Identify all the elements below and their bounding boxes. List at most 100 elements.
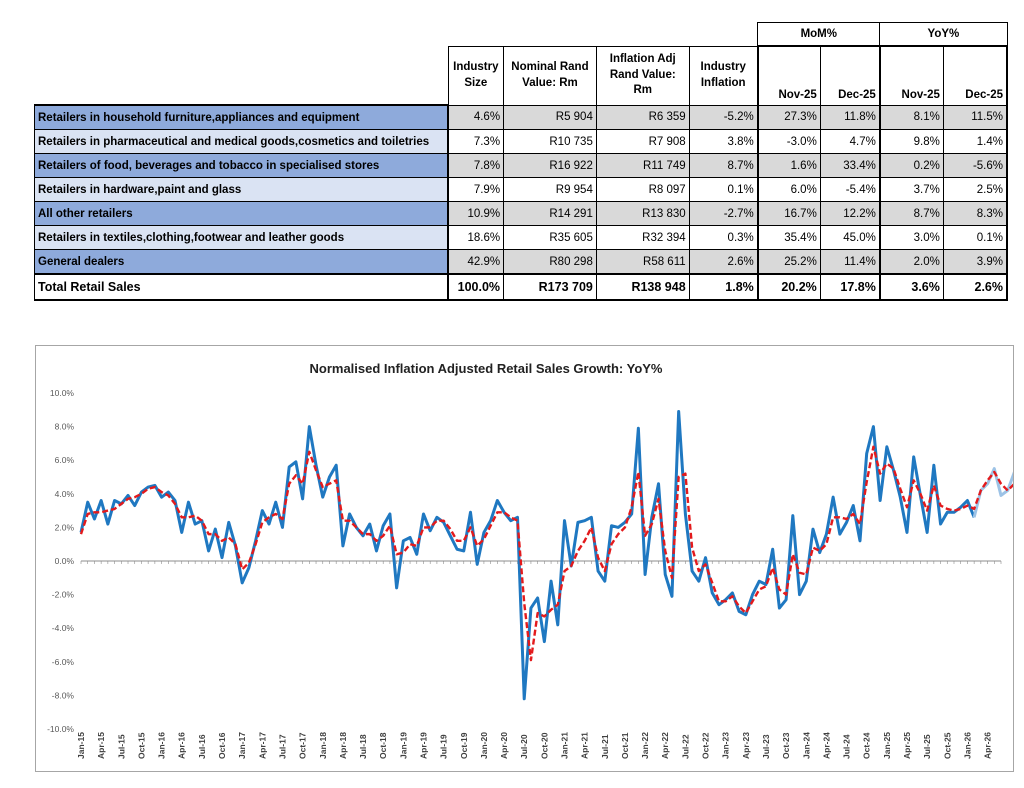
x-axis: Jan-15 Apr-15 Jul-15 Oct-15 Jan-16 Apr-16 Jul-… [76, 560, 1002, 759]
series-layer [79, 409, 1013, 701]
x-tick-label: Apr-18 [338, 732, 348, 759]
cell: 11.5% [942, 104, 1008, 130]
cell: R35 605 [503, 225, 597, 250]
y-tick-label: 8.0% [55, 422, 75, 432]
cell: 20.2% [756, 273, 821, 301]
x-tick-label: Jul-23 [761, 734, 771, 759]
row-name: General dealers [34, 249, 450, 275]
cell: 9.8% [878, 129, 944, 154]
x-tick-label: Apr-16 [177, 732, 187, 759]
cell: R173 709 [503, 273, 597, 301]
cell: R80 298 [503, 249, 597, 275]
cell: R9 954 [503, 177, 597, 202]
cell: 8.7% [878, 201, 944, 226]
x-tick-label: Oct-15 [136, 732, 146, 759]
cell: 35.4% [756, 225, 821, 250]
total-row: Total Retail Sales 100.0% R173 709 R138 … [34, 273, 1008, 301]
x-tick-label: Jul-22 [680, 734, 690, 759]
x-tick-label: Oct-19 [459, 732, 469, 759]
header-industry-inflation: Industry Inflation [688, 45, 759, 106]
cell: 11.4% [819, 249, 881, 275]
x-tick-label: Apr-19 [418, 732, 428, 759]
cell: 4.6% [447, 104, 505, 130]
y-axis: 10.0% 8.0% 6.0% 4.0% 2.0% 0.0% -2.0% -4.0% -6.0%… [47, 388, 74, 734]
cell: 1.6% [756, 153, 821, 178]
x-tick-label: Oct-24 [862, 732, 872, 759]
x-tick-label: Jul-15 [116, 734, 126, 759]
x-tick-label: Jan-25 [882, 732, 892, 759]
x-tick-label: Apr-20 [499, 732, 509, 759]
row-name: Retailers of food, beverages and tobacco… [34, 153, 450, 178]
table-row: Retailers in pharmaceutical and medical … [34, 129, 1008, 154]
cell: 12.2% [819, 201, 881, 226]
x-tick-label: Oct-18 [378, 732, 388, 759]
cell: 3.8% [688, 129, 759, 154]
cell: R10 735 [503, 129, 597, 154]
x-tick-label: Jul-16 [197, 734, 207, 759]
cell: 8.7% [688, 153, 759, 178]
x-tick-label: Apr-17 [257, 732, 267, 759]
x-tick-label: Jul-19 [439, 734, 449, 759]
cell: R5 904 [503, 104, 597, 130]
retail-sales-table: MoM% YoY% Industry Size Nominal Rand Val… [34, 22, 1008, 301]
cell: 8.3% [942, 201, 1008, 226]
y-tick-label: 6.0% [55, 455, 75, 465]
y-tick-label: 2.0% [55, 522, 75, 532]
y-tick-label: 10.0% [50, 388, 75, 398]
cell: -2.7% [688, 201, 759, 226]
header-mom-dec: Dec-25 [819, 46, 881, 105]
x-tick-label: Jan-16 [157, 732, 167, 759]
table-row: Retailers in textiles,clothing,footwear … [34, 225, 1008, 250]
x-tick-label: Jul-24 [842, 734, 852, 759]
cell: 100.0% [447, 273, 505, 301]
x-tick-label: Jul-18 [358, 734, 368, 759]
header-yoy-nov: Nov-25 [878, 46, 944, 105]
cell: -5.2% [688, 104, 759, 130]
cell: 1.4% [942, 129, 1008, 154]
cell: R58 611 [595, 249, 690, 275]
row-name: Retailers in hardware,paint and glass [34, 177, 450, 202]
cell: -5.6% [942, 153, 1008, 178]
y-tick-label: 0.0% [55, 556, 75, 566]
row-name: Retailers in pharmaceutical and medical … [34, 129, 450, 154]
cell: 3.9% [942, 249, 1008, 275]
x-tick-label: Jan-18 [318, 732, 328, 759]
y-tick-label: -6.0% [52, 657, 75, 667]
cell: 0.1% [688, 177, 759, 202]
cell: 4.7% [819, 129, 881, 154]
cell: R14 291 [503, 201, 597, 226]
cell: 18.6% [447, 225, 505, 250]
yoy-growth-chart: Normalised Inflation Adjusted Retail Sal… [47, 361, 1013, 759]
cell: 45.0% [819, 225, 881, 250]
table-row: General dealers 42.9% R80 298 R58 611 2.6% 25… [34, 249, 1008, 275]
cell: 25.2% [756, 249, 821, 275]
cell: 33.4% [819, 153, 881, 178]
cell: 42.9% [447, 249, 505, 275]
cell: 10.9% [447, 201, 505, 226]
x-tick-label: Oct-23 [781, 732, 791, 759]
cell: 17.8% [819, 273, 881, 301]
x-tick-label: Apr-22 [660, 732, 670, 759]
cell: 7.3% [447, 129, 505, 154]
actual-series-line [79, 409, 976, 701]
cell: 1.8% [688, 273, 759, 301]
x-tick-label: Jan-22 [640, 732, 650, 759]
x-tick-label: Apr-23 [741, 732, 751, 759]
cell: 8.1% [878, 104, 944, 130]
cell: R13 830 [595, 201, 690, 226]
cell: 6.0% [756, 177, 821, 202]
x-tick-label: Oct-22 [701, 732, 711, 759]
header-nominal-value: Nominal Rand Value: Rm [503, 45, 597, 106]
yoy-group-header: YoY% [879, 22, 1008, 47]
cell: R138 948 [595, 273, 690, 301]
table-row: Retailers in household furniture,applian… [34, 104, 1008, 130]
cell: R8 097 [595, 177, 690, 202]
row-name: Retailers in textiles,clothing,footwear … [34, 225, 450, 250]
x-tick-label: Oct-21 [620, 732, 630, 759]
x-tick-label: Jan-15 [76, 732, 86, 759]
cell: R16 922 [503, 153, 597, 178]
cell: 2.6% [688, 249, 759, 275]
chart-container: Normalised Inflation Adjusted Retail Sal… [35, 345, 1014, 772]
row-name: Retailers in household furniture,applian… [34, 104, 450, 130]
x-tick-label: Jan-24 [801, 732, 811, 759]
